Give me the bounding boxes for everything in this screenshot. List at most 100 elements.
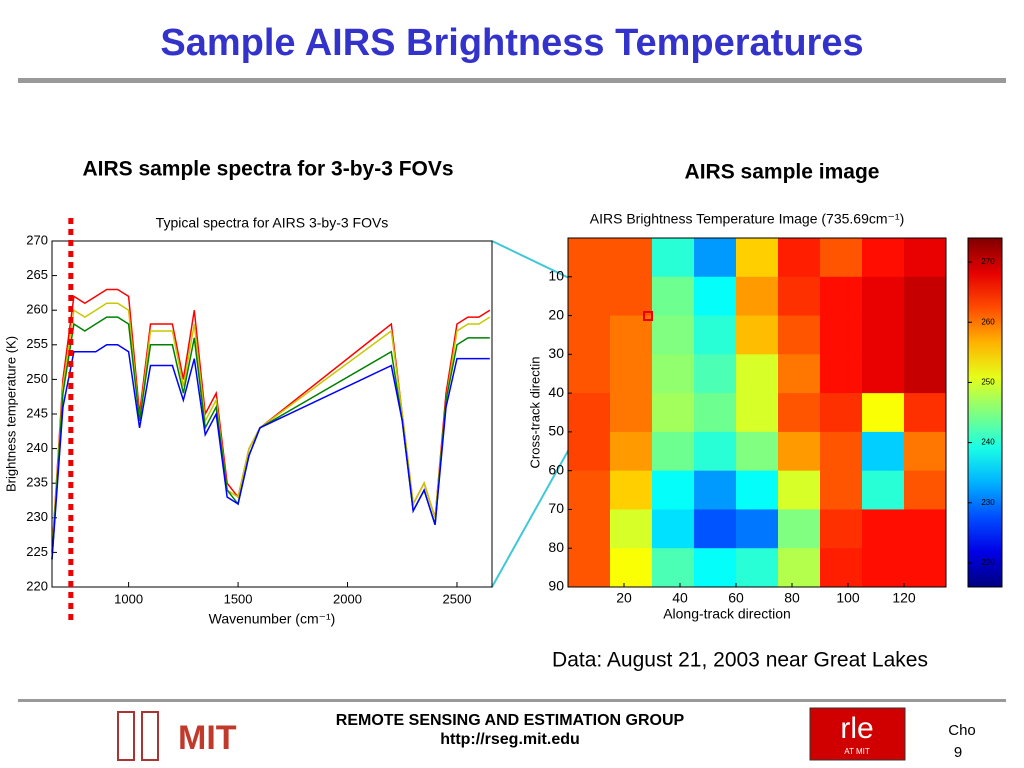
heat-cell <box>820 548 863 588</box>
heat-cell <box>652 238 695 278</box>
heat-cell <box>568 548 611 588</box>
heat-cell <box>610 276 653 317</box>
heat-cell <box>904 315 947 355</box>
heat-cell <box>652 393 695 433</box>
x-tick-label: 120 <box>892 590 916 606</box>
heat-cell <box>904 393 947 433</box>
y-tick-label: 235 <box>26 475 48 490</box>
chart-title: AIRS Brightness Temperature Image (735.6… <box>590 211 905 227</box>
mit-logo: MIT <box>117 711 237 761</box>
heat-cell <box>862 470 905 510</box>
heat-cell <box>778 238 821 278</box>
mit-text: MIT <box>178 719 237 757</box>
y-tick-label: 20 <box>548 306 564 322</box>
heat-cell <box>610 470 653 510</box>
heat-cell <box>736 276 779 317</box>
heat-cell <box>652 315 695 355</box>
heat-cell <box>736 548 779 588</box>
heat-cell <box>904 470 947 510</box>
y-tick-label: 240 <box>26 440 48 455</box>
plot-frame <box>51 240 493 588</box>
heat-cell <box>778 315 821 355</box>
heat-cell <box>694 393 737 433</box>
colorbar-tick-label: 270 <box>981 257 995 266</box>
heat-cell <box>610 509 653 549</box>
heat-cell <box>568 431 611 472</box>
heat-cell <box>652 276 695 317</box>
x-tick-label: 2500 <box>443 591 472 606</box>
plot-frame <box>567 237 947 588</box>
x-tick-label: 60 <box>728 590 744 606</box>
heat-cell <box>736 354 779 394</box>
colorbar-tick-label: 220 <box>981 558 995 567</box>
heat-cell <box>862 276 905 317</box>
heat-cell <box>652 509 695 549</box>
y-tick-label: 260 <box>26 302 48 317</box>
heat-cell <box>652 431 695 472</box>
heat-cell <box>694 238 737 278</box>
footer-rule <box>18 699 1006 702</box>
heat-cell <box>694 431 737 472</box>
heat-cell <box>610 393 653 433</box>
heat-cell <box>652 354 695 394</box>
heat-cell <box>736 393 779 433</box>
left-heading: AIRS sample spectra for 3-by-3 FOVs <box>82 158 453 181</box>
heat-cell <box>820 509 863 549</box>
heat-cell <box>904 276 947 317</box>
spectrum-line <box>51 344 490 560</box>
spectrum-line <box>51 302 491 553</box>
heat-cell <box>694 548 737 588</box>
heat-cell <box>568 315 611 355</box>
rle-text: rle <box>840 712 873 745</box>
y-axis-label: Cross-track directin <box>527 357 542 469</box>
y-tick-label: 70 <box>548 500 564 516</box>
heat-cell <box>778 276 821 317</box>
heat-cell <box>862 393 905 433</box>
spectrum-line <box>51 316 490 560</box>
heat-cell <box>694 354 737 394</box>
heat-cell <box>904 548 947 588</box>
colorbar-tick-label: 250 <box>981 378 995 387</box>
heat-cell <box>820 276 863 317</box>
heat-cell <box>862 548 905 588</box>
heat-cell <box>862 315 905 355</box>
author: Cho <box>948 722 976 739</box>
heat-cell <box>904 509 947 549</box>
x-tick-label: 100 <box>836 590 860 606</box>
x-tick-label: 2000 <box>333 591 362 606</box>
heat-cell <box>862 509 905 549</box>
heat-cell <box>736 238 779 278</box>
heat-cell <box>736 509 779 549</box>
heat-cell <box>610 548 653 588</box>
y-tick-label: 270 <box>26 232 48 247</box>
heat-cell <box>568 393 611 433</box>
page-number: 9 <box>954 744 962 761</box>
y-axis-label: Brightness temperature (K) <box>3 336 18 492</box>
x-axis-label: Wavenumber (cm⁻¹) <box>209 611 336 627</box>
y-tick-label: 10 <box>548 267 564 283</box>
footer-url: http://rseg.mit.edu <box>440 731 580 748</box>
y-tick-label: 220 <box>26 578 48 593</box>
heat-cell <box>568 354 611 394</box>
colorbar-tick-label: 230 <box>981 498 995 507</box>
heat-cell <box>904 354 947 394</box>
heat-cell <box>820 315 863 355</box>
heat-cell <box>904 238 947 278</box>
heat-cell <box>610 431 653 472</box>
selected-pixel <box>643 311 653 321</box>
heat-cell <box>862 354 905 394</box>
rle-logo <box>809 707 906 761</box>
heat-cell <box>778 509 821 549</box>
heat-cell <box>610 238 653 278</box>
heat-cell <box>652 548 695 588</box>
heat-cell <box>820 470 863 510</box>
x-axis-label: Along-track direction <box>663 606 791 622</box>
x-tick-label: 1000 <box>114 591 143 606</box>
y-tick-label: 90 <box>548 578 564 594</box>
heat-cell <box>862 238 905 278</box>
heat-cell <box>610 315 653 355</box>
heat-cell <box>652 470 695 510</box>
heat-cell <box>568 238 611 278</box>
y-tick-label: 255 <box>26 336 48 351</box>
